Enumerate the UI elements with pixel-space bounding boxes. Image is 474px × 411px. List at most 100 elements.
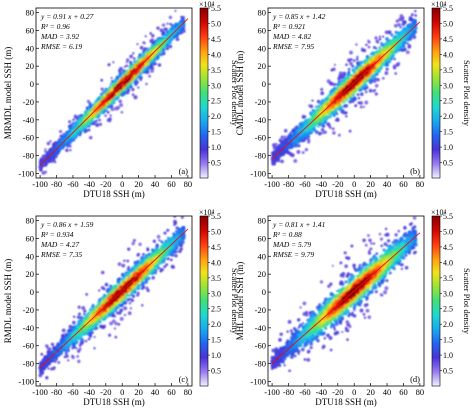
density-point — [384, 71, 389, 75]
density-point — [367, 39, 370, 42]
density-point — [88, 104, 93, 109]
y-tick-label: 40 — [26, 43, 35, 53]
fit-line — [39, 18, 189, 166]
density-point — [362, 105, 366, 109]
density-point — [162, 49, 165, 53]
density-point — [73, 124, 77, 129]
density-point — [363, 81, 366, 84]
density-point — [53, 152, 56, 155]
density-point — [175, 37, 180, 42]
density-point — [406, 42, 409, 45]
density-point — [44, 148, 47, 151]
density-point — [361, 47, 364, 50]
x-tick-label: 80 — [184, 179, 193, 189]
density-point — [99, 105, 104, 110]
density-point — [395, 19, 399, 23]
density-point — [340, 79, 344, 82]
colorbar-exponent: ×10⁴ — [199, 0, 215, 9]
density-point — [161, 36, 165, 40]
colorbar-tick-label: 5.5 — [211, 4, 221, 13]
density-point — [301, 114, 306, 119]
density-point — [72, 134, 76, 138]
density-point — [61, 134, 66, 139]
density-point — [359, 105, 363, 109]
density-point — [363, 83, 367, 86]
colorbar-tick-label: 4.0 — [211, 50, 221, 59]
density-point — [356, 63, 360, 67]
density-point — [168, 15, 173, 20]
fit-statistic: y = 0.91 x + 0.27 — [40, 12, 94, 21]
density-point — [79, 125, 83, 129]
density-point — [129, 84, 133, 89]
density-point — [355, 43, 358, 46]
density-point — [129, 54, 134, 59]
density-point — [168, 44, 173, 49]
density-point — [124, 72, 128, 76]
density-point — [170, 29, 174, 33]
density-point — [141, 53, 146, 58]
density-point — [161, 23, 166, 27]
density-point — [175, 34, 179, 38]
density-point — [129, 69, 134, 74]
density-point — [360, 92, 364, 96]
density-point — [91, 103, 95, 107]
y-tick-label: -40 — [23, 115, 34, 125]
density-point — [399, 14, 404, 19]
density-point — [280, 159, 284, 164]
density-point — [105, 89, 109, 93]
density-point — [320, 91, 325, 96]
density-point — [121, 77, 125, 81]
density-point — [350, 98, 353, 101]
density-point — [131, 93, 135, 97]
density-point — [128, 60, 133, 65]
density-point — [359, 101, 363, 105]
colorbar-tick-label: 5.0 — [211, 19, 221, 28]
density-point — [332, 131, 336, 135]
density-point — [100, 110, 103, 114]
density-point — [45, 153, 49, 156]
density-point — [66, 141, 70, 146]
density-point — [142, 67, 146, 72]
density-point — [130, 64, 134, 69]
density-point — [78, 127, 82, 131]
density-point — [372, 89, 376, 93]
density-point — [348, 129, 352, 133]
density-point — [345, 82, 348, 86]
density-point — [51, 145, 55, 149]
density-point — [338, 71, 343, 76]
density-point — [320, 87, 324, 91]
density-point — [349, 61, 353, 66]
density-point — [98, 101, 101, 105]
density-point — [357, 101, 361, 105]
density-point — [122, 91, 127, 96]
density-point — [301, 150, 305, 155]
density-point — [103, 103, 107, 106]
density-point — [274, 142, 278, 147]
density-point — [302, 121, 305, 125]
density-point — [342, 71, 347, 76]
y-tick-label: -100 — [18, 169, 34, 179]
density-point — [173, 35, 177, 39]
density-point — [175, 22, 179, 26]
density-point — [58, 129, 63, 134]
density-point — [144, 62, 148, 66]
density-point — [95, 123, 100, 127]
density-point — [79, 120, 82, 124]
density-point — [317, 104, 321, 108]
density-point — [323, 120, 327, 124]
density-point — [355, 58, 359, 61]
density-point — [139, 72, 142, 76]
colorbar-tick-label: 2.5 — [211, 97, 221, 106]
density-point — [321, 131, 325, 135]
density-point — [153, 59, 156, 62]
density-point — [369, 59, 374, 64]
density-point — [159, 28, 164, 33]
density-point — [314, 121, 319, 126]
density-point — [414, 9, 417, 13]
density-point — [176, 24, 179, 28]
density-point — [311, 99, 314, 102]
density-point — [145, 82, 148, 86]
density-point — [363, 87, 367, 91]
colorbar-tick-label: 4.5 — [211, 35, 221, 44]
